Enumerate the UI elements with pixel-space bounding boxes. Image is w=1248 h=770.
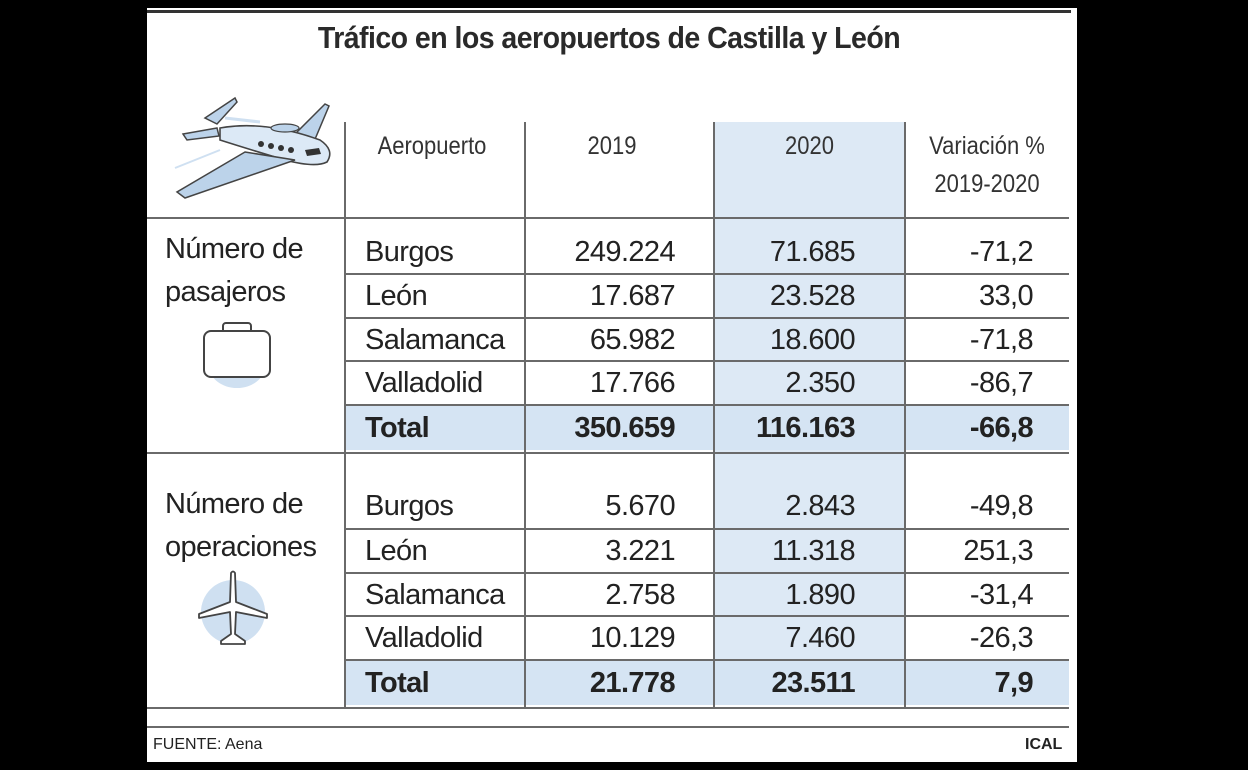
cell-2020: 1.890 [785,579,855,611]
col-divider [344,122,346,707]
total-row-pasajeros: Total 350.659 116.163 -66,8 [345,406,1069,450]
cell-total-2020: 116.163 [755,412,856,444]
section-pasajeros-line1: Número de [165,233,304,265]
col-divider [713,122,715,707]
cell-total-variation: -66,8 [969,412,1034,444]
cell-variation: -31,4 [969,579,1034,611]
rule-row [345,572,1069,574]
cell-airport: Salamanca [365,324,505,356]
table-row: Valladolid 17.766 2.350 -86,7 [345,361,1069,405]
rule-row [345,360,1069,362]
cell-total-label: Total [365,667,430,699]
rule-row [345,528,1069,530]
cell-variation: -86,7 [969,367,1034,399]
cell-2019: 249.224 [574,236,675,268]
cell-airport: León [365,280,428,312]
airplane-icon [198,570,268,645]
cell-airport: Burgos [365,236,454,268]
cell-2020: 2.350 [785,367,855,399]
col-divider [524,122,526,707]
header-2020: 2020 [785,132,834,160]
cell-2020: 23.528 [769,280,856,312]
cell-variation: -26,3 [969,622,1034,654]
cell-variation: -71,2 [969,236,1034,268]
cell-airport: Burgos [365,490,454,522]
cell-total-2020: 23.511 [771,667,856,699]
cell-2020: 11.318 [772,535,856,567]
rule-row [345,317,1069,319]
cell-airport: León [365,535,428,567]
section-pasajeros-line2: pasajeros [165,276,286,308]
table-row: Burgos 5.670 2.843 -49,8 [345,484,1069,528]
table-row: Salamanca 65.982 18.600 -71,8 [345,318,1069,362]
cell-airport: Valladolid [365,622,483,654]
cell-airport: Salamanca [365,579,505,611]
cell-total-2019: 21.778 [589,667,676,699]
cell-variation: 251,3 [963,535,1033,567]
rule-row [345,659,1069,661]
total-row-operaciones: Total 21.778 23.511 7,9 [345,661,1069,705]
top-rule [147,10,1071,13]
cell-total-2019: 350.659 [574,412,675,444]
col-divider [904,122,906,707]
table-row: Valladolid 10.129 7.460 -26,3 [345,616,1069,660]
cell-total-label: Total [365,412,430,444]
rule-section [147,452,1069,454]
header-variation-line2: 2019-2020 [934,170,1040,198]
header-variation-line1: Variación % [929,132,1045,160]
rule-row [345,404,1069,406]
briefcase-icon [203,322,271,388]
cell-2020: 7.460 [785,622,855,654]
source-note: FUENTE: Aena [153,736,263,753]
rule-row [345,615,1069,617]
total-row-bg-operaciones [345,661,1069,705]
cell-variation: 33,0 [978,280,1034,312]
cell-2019: 3.221 [605,535,675,567]
cell-airport: Valladolid [365,367,483,399]
rule-row [345,273,1069,275]
rule-footer [147,726,1069,728]
jet-airplane-icon [174,96,331,199]
table-row: Salamanca 2.758 1.890 -31,4 [345,573,1069,617]
cell-2019: 17.687 [589,280,676,312]
agency-credit: ICAL [1025,736,1063,753]
cell-2019: 10.129 [589,622,676,654]
cell-2019: 5.670 [605,490,675,522]
cell-2019: 65.982 [589,324,676,356]
section-operaciones-line1: Número de [165,488,304,520]
section-operaciones-line2: operaciones [165,531,317,563]
header-2019: 2019 [587,132,637,160]
cell-2019: 17.766 [589,367,676,399]
infographic-panel: Tráfico en los aeropuertos de Castilla y… [147,8,1077,762]
table-row: León 3.221 11.318 251,3 [345,529,1069,573]
cell-total-variation: 7,9 [994,667,1033,699]
rule-bottom [147,707,1069,709]
table-row: León 17.687 23.528 33,0 [345,274,1069,318]
cell-2020: 2.843 [785,490,855,522]
cell-2020: 71.685 [769,236,856,268]
cell-variation: -49,8 [969,490,1034,522]
rule-header [147,217,1069,219]
total-row-bg-pasajeros [345,406,1069,450]
chart-title: Tráfico en los aeropuertos de Castilla y… [317,20,901,55]
header-airport: Aeropuerto [377,132,487,160]
cell-2020: 18.600 [769,324,856,356]
table-row: Burgos 249.224 71.685 -71,2 [345,230,1069,274]
cell-2019: 2.758 [605,579,675,611]
cell-variation: -71,8 [969,324,1034,356]
